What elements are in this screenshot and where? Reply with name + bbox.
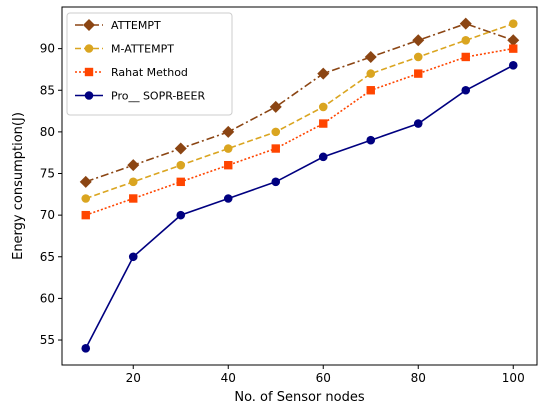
x-tick-label: 100 bbox=[502, 371, 525, 385]
series-line bbox=[85, 22, 514, 183]
data-point bbox=[508, 60, 518, 70]
data-point bbox=[81, 344, 91, 353]
data-point bbox=[414, 69, 423, 78]
legend-entry: ATTEMPT bbox=[75, 19, 161, 32]
data-point bbox=[366, 86, 375, 95]
legend-entry: Pro__ SOPR-BEER bbox=[75, 90, 205, 103]
series-3 bbox=[81, 44, 518, 220]
y-tick-label: 65 bbox=[40, 250, 55, 264]
series-2 bbox=[81, 19, 518, 203]
data-point bbox=[269, 100, 282, 113]
data-point bbox=[224, 160, 233, 170]
data-point bbox=[271, 127, 281, 137]
legend-marker bbox=[84, 91, 94, 100]
x-tick-label: 80 bbox=[411, 371, 426, 385]
legend-marker bbox=[84, 67, 94, 77]
legend-label: Pro__ SOPR-BEER bbox=[111, 90, 205, 103]
legend-entry: M-ATTEMPT bbox=[75, 43, 174, 56]
data-point bbox=[318, 102, 328, 112]
data-point bbox=[317, 67, 330, 80]
data-point bbox=[223, 144, 233, 153]
data-point bbox=[413, 119, 423, 128]
plot-area bbox=[79, 17, 520, 353]
data-point bbox=[413, 52, 423, 62]
legend-marker bbox=[83, 19, 95, 31]
legend-label: Rahat Method bbox=[111, 66, 188, 79]
legend-entry: Rahat Method bbox=[75, 66, 188, 79]
y-axis-label: Energy consumption(J) bbox=[11, 112, 26, 260]
data-point bbox=[318, 152, 328, 162]
data-point bbox=[81, 194, 91, 203]
data-point bbox=[222, 125, 235, 138]
x-tick-label: 60 bbox=[316, 371, 331, 385]
data-point bbox=[507, 34, 520, 47]
data-point bbox=[366, 69, 376, 78]
data-point bbox=[176, 160, 186, 170]
data-point bbox=[174, 142, 187, 155]
legend-marker bbox=[84, 44, 94, 53]
data-point bbox=[461, 52, 470, 62]
legend: ATTEMPT M-ATTEMPT Rahat Method Pro__ SOPR-B… bbox=[66, 12, 233, 116]
data-point bbox=[509, 44, 518, 53]
axes-frame bbox=[61, 6, 538, 366]
data-point bbox=[508, 19, 518, 28]
series-line bbox=[85, 47, 514, 216]
data-point bbox=[366, 135, 376, 145]
data-point bbox=[79, 175, 92, 188]
data-point bbox=[364, 50, 377, 63]
series-line bbox=[85, 22, 514, 200]
x-tick-label: 40 bbox=[221, 371, 236, 385]
data-point bbox=[271, 144, 280, 153]
data-point bbox=[461, 36, 471, 45]
data-point bbox=[129, 194, 138, 203]
y-tick-label: 60 bbox=[40, 291, 55, 305]
data-point bbox=[128, 252, 138, 262]
x-axis-label: No. of Sensor nodes bbox=[234, 390, 365, 405]
x-tick-label: 20 bbox=[126, 371, 141, 385]
legend-label: ATTEMPT bbox=[111, 19, 161, 32]
data-point bbox=[412, 34, 425, 47]
data-point bbox=[461, 85, 471, 95]
data-point bbox=[128, 177, 138, 187]
y-tick-label: 70 bbox=[40, 208, 55, 222]
data-point bbox=[459, 17, 472, 30]
legend-label: M-ATTEMPT bbox=[111, 43, 174, 56]
series-1 bbox=[79, 17, 520, 188]
series-line bbox=[85, 64, 514, 349]
data-point bbox=[223, 194, 233, 203]
data-point bbox=[271, 177, 281, 187]
data-point bbox=[127, 159, 140, 172]
y-tick-label: 80 bbox=[40, 125, 55, 139]
y-tick-label: 85 bbox=[40, 83, 55, 97]
y-tick-label: 55 bbox=[40, 333, 55, 347]
data-point bbox=[176, 210, 186, 220]
y-tick-label: 90 bbox=[40, 42, 55, 56]
data-point bbox=[176, 177, 185, 187]
data-point bbox=[81, 210, 90, 220]
legend-box bbox=[66, 12, 233, 116]
series-4 bbox=[81, 60, 518, 353]
axes: 20 40 60 80 100 55 60 65 70 75 80 85 90 bbox=[40, 6, 538, 385]
data-point bbox=[319, 119, 328, 128]
y-tick-label: 75 bbox=[40, 167, 55, 181]
